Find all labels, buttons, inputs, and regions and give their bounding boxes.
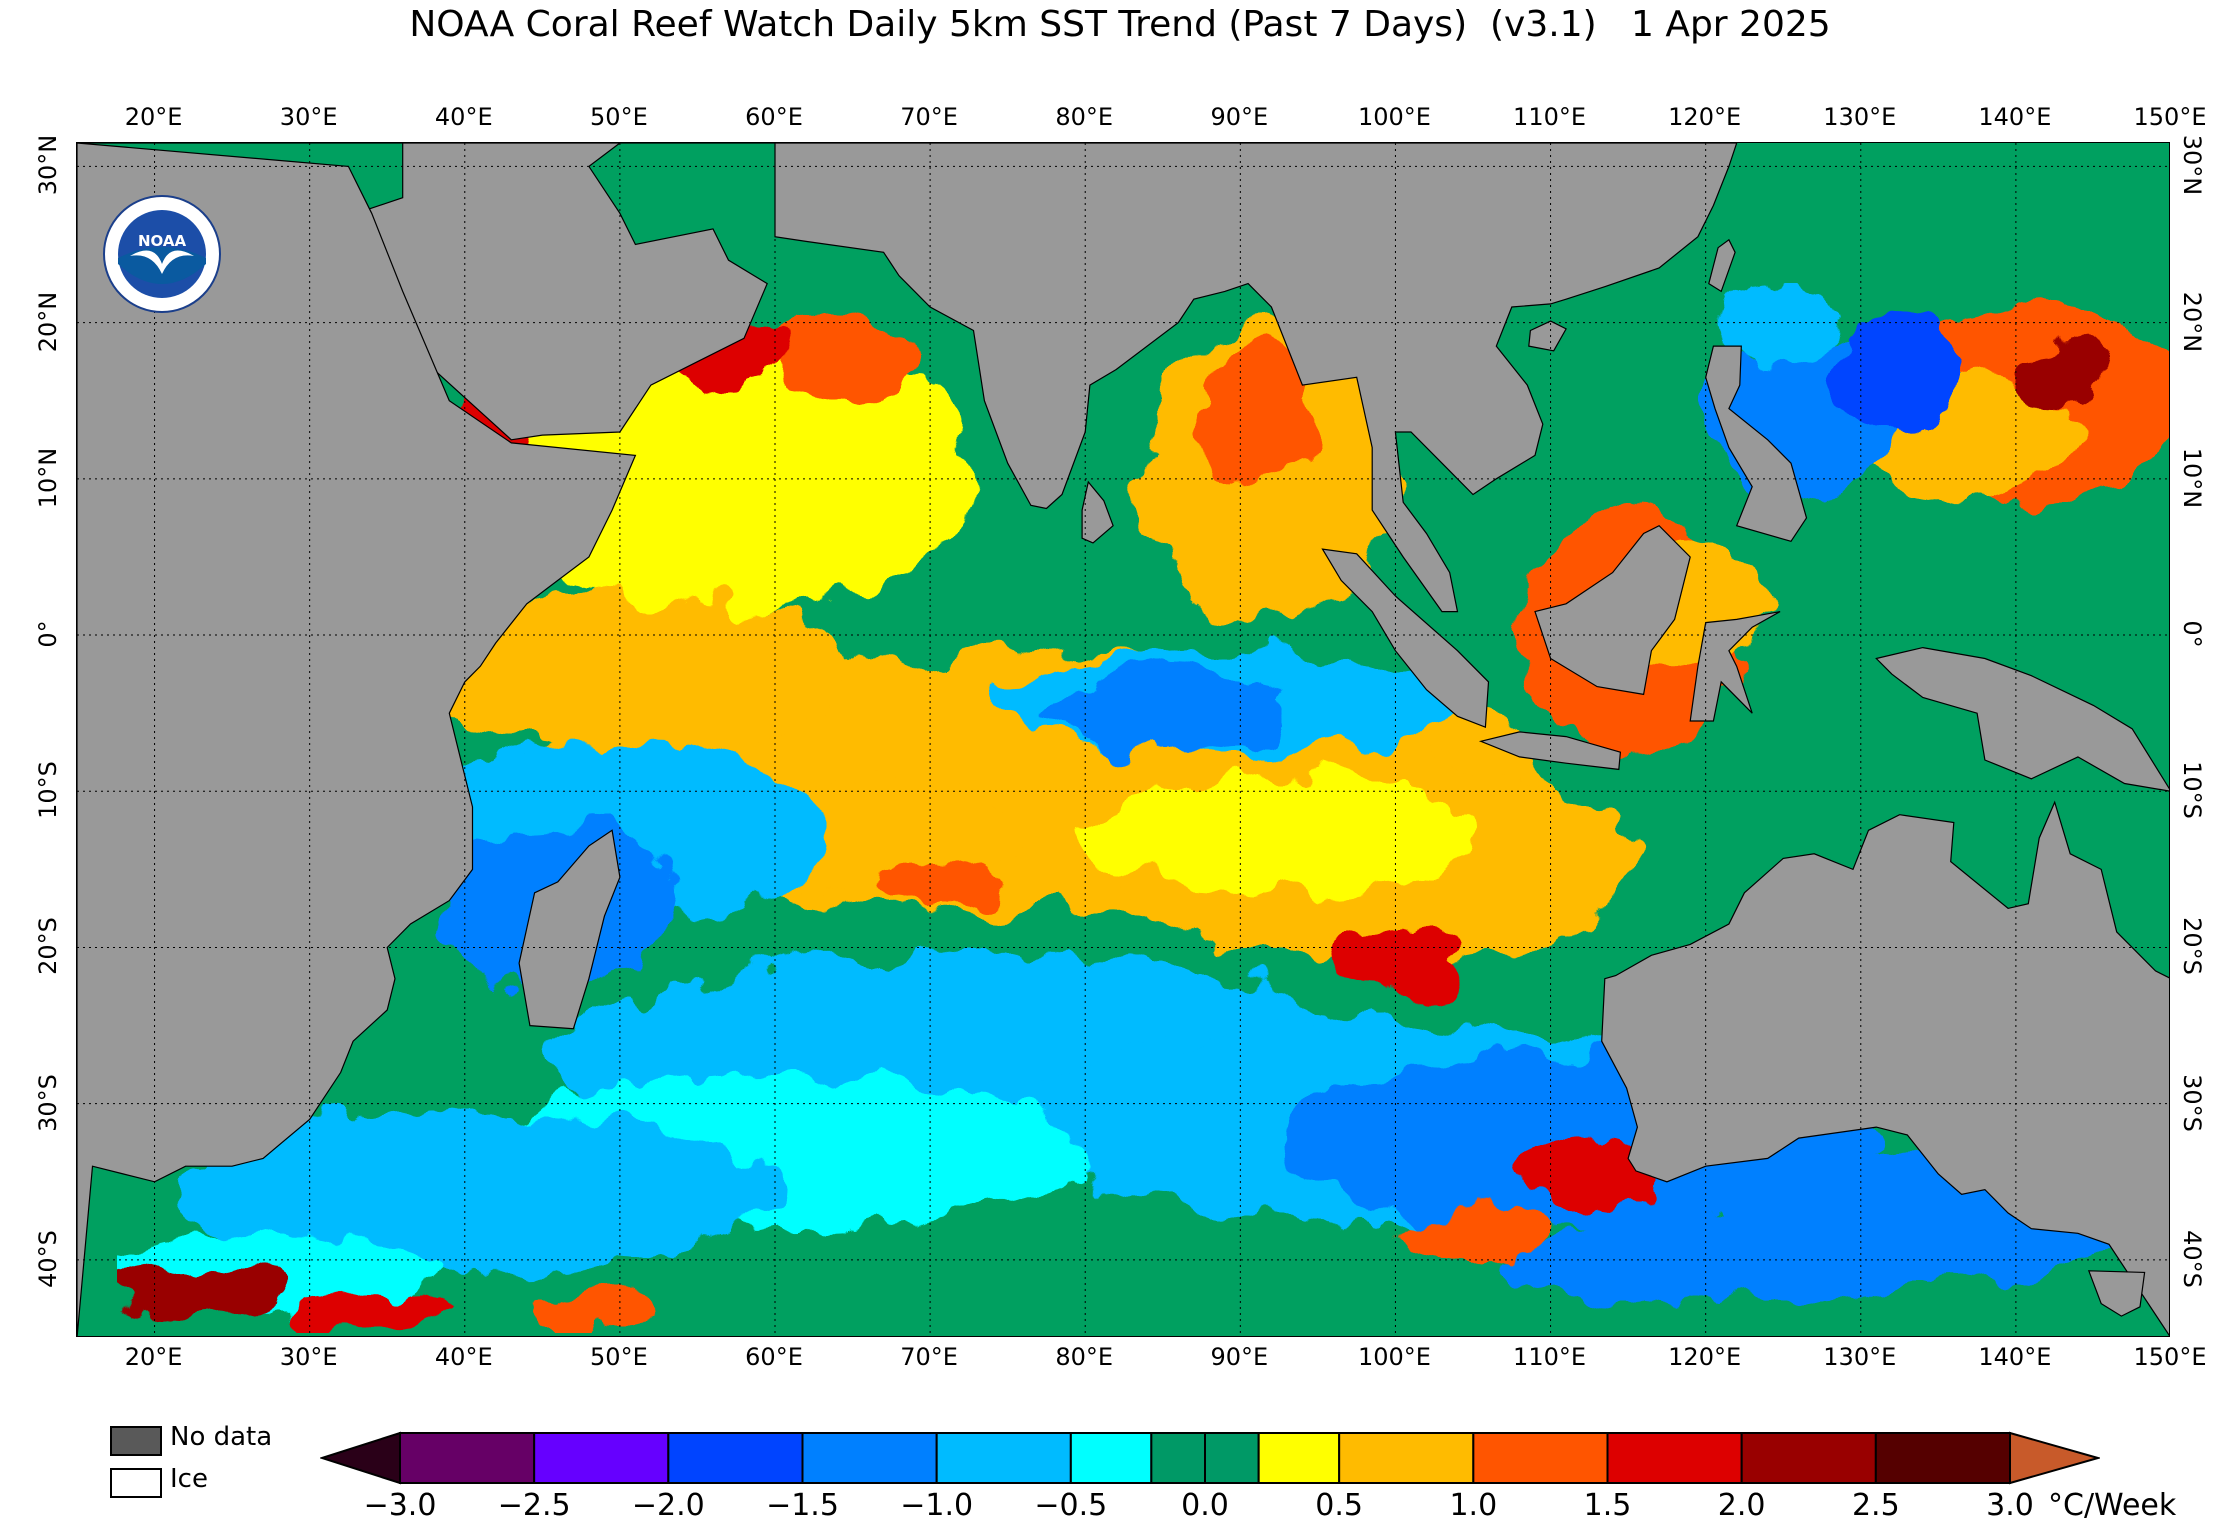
lon-label-bottom: 20°E — [124, 1343, 183, 1371]
lon-label-bottom: 50°E — [590, 1343, 648, 1371]
colorbar-tick-label: −1.5 — [766, 1488, 839, 1523]
lon-label-top: 30°E — [279, 103, 338, 131]
lat-label-left: 20°N — [34, 291, 62, 352]
lat-label-left: 0° — [34, 620, 62, 648]
lat-label-right: 30°N — [2178, 135, 2206, 196]
colorbar-tick-label: 2.0 — [1717, 1488, 1766, 1523]
lat-label-right: 10°N — [2178, 447, 2206, 509]
lon-label-top: 20°E — [124, 103, 183, 131]
lat-label-right: 0° — [2178, 620, 2206, 648]
lon-label-bottom: 120°E — [1668, 1343, 1742, 1371]
colorbar-tick-label: 0.0 — [1181, 1488, 1229, 1523]
lon-label-bottom: 90°E — [1210, 1343, 1269, 1371]
noaa-logo-icon: NOAA — [103, 195, 221, 313]
legend-no-data-swatch — [110, 1426, 162, 1456]
colorbar — [320, 1431, 2100, 1485]
colorbar-units: °C/Week — [2048, 1488, 2177, 1523]
lon-label-top: 120°E — [1668, 103, 1742, 131]
lon-label-bottom: 140°E — [1978, 1343, 2052, 1371]
lon-label-top: 150°E — [2133, 103, 2207, 131]
lat-label-left: 10°S — [34, 761, 62, 820]
lat-label-left: 30°S — [34, 1073, 62, 1132]
legend-ice-swatch — [110, 1468, 162, 1498]
lat-label-right: 20°N — [2178, 291, 2206, 352]
lat-label-right: 40°S — [2178, 1230, 2206, 1288]
colorbar-tick-label: 1.0 — [1449, 1488, 1498, 1523]
map-title: NOAA Coral Reef Watch Daily 5km SST Tren… — [409, 4, 1831, 45]
lon-label-top: 110°E — [1513, 103, 1587, 131]
lon-label-top: 130°E — [1823, 103, 1897, 131]
lat-label-left: 20°S — [34, 917, 62, 976]
legend-ice-label: Ice — [170, 1464, 208, 1494]
legend-no-data-label: No data — [170, 1422, 273, 1452]
lat-label-left: 30°N — [34, 135, 62, 196]
lat-label-right: 30°S — [2178, 1073, 2206, 1132]
lon-label-bottom: 110°E — [1513, 1343, 1587, 1371]
land-mask — [77, 143, 2169, 1336]
lon-label-bottom: 60°E — [745, 1343, 803, 1371]
colorbar-tick-label: −2.5 — [497, 1488, 571, 1523]
colorbar-tick-label: −2.0 — [631, 1488, 705, 1523]
lon-label-top: 40°E — [434, 103, 493, 131]
colorbar-tick-label: −3.0 — [363, 1488, 437, 1523]
lon-label-bottom: 130°E — [1823, 1343, 1897, 1371]
lat-label-left: 40°S — [34, 1230, 62, 1288]
colorbar-tick-label: 2.5 — [1851, 1488, 1900, 1523]
colorbar-tick-label: −0.5 — [1034, 1488, 1108, 1523]
lon-label-bottom: 40°E — [434, 1343, 493, 1371]
lon-label-top: 80°E — [1055, 103, 1114, 131]
lon-label-bottom: 80°E — [1055, 1343, 1114, 1371]
lon-label-top: 60°E — [745, 103, 803, 131]
lon-label-top: 70°E — [900, 103, 958, 131]
sst-trend-map — [76, 142, 2170, 1337]
colorbar-tick-label: 0.5 — [1315, 1488, 1364, 1523]
colorbar-tick-label: −1.0 — [900, 1488, 974, 1523]
lon-label-bottom: 100°E — [1357, 1343, 1431, 1371]
lon-label-top: 140°E — [1978, 103, 2052, 131]
lon-label-bottom: 150°E — [2133, 1343, 2207, 1371]
lat-label-right: 10°S — [2178, 761, 2206, 820]
lat-label-right: 20°S — [2178, 917, 2206, 976]
colorbar-tick-label: 3.0 — [1986, 1488, 2034, 1523]
colorbar-tick-label: 1.5 — [1583, 1488, 1632, 1523]
lon-label-top: 50°E — [590, 103, 648, 131]
lon-label-bottom: 30°E — [279, 1343, 338, 1371]
lon-label-top: 90°E — [1210, 103, 1269, 131]
graticule — [77, 143, 2169, 1336]
lon-label-top: 100°E — [1357, 103, 1431, 131]
svg-text:NOAA: NOAA — [138, 232, 187, 250]
lat-label-left: 10°N — [34, 447, 62, 509]
lon-label-bottom: 70°E — [900, 1343, 958, 1371]
